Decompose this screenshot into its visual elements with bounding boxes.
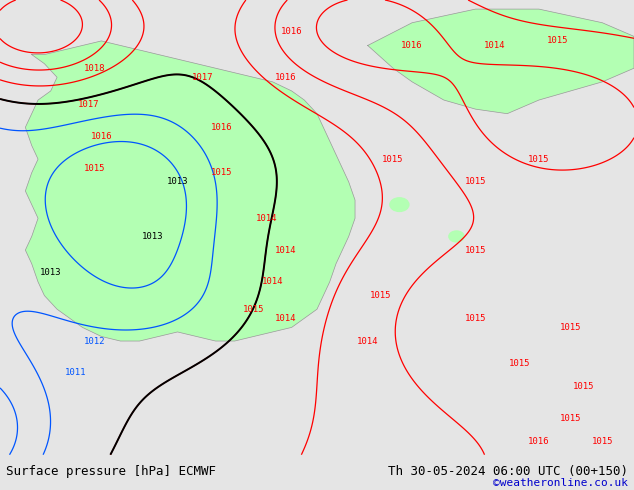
Text: 1018: 1018 [84,64,106,73]
Text: 1017: 1017 [78,100,100,109]
Text: Th 30-05-2024 06:00 UTC (00+150): Th 30-05-2024 06:00 UTC (00+150) [387,466,628,478]
Text: 1011: 1011 [65,368,87,377]
Circle shape [390,198,409,212]
Text: 1014: 1014 [275,245,296,255]
Text: 1015: 1015 [547,36,569,46]
Text: 1015: 1015 [509,359,531,368]
Text: 1015: 1015 [84,164,106,173]
Text: 1015: 1015 [465,177,486,186]
Text: 1015: 1015 [382,155,404,164]
Text: 1015: 1015 [370,291,391,300]
Text: 1014: 1014 [275,314,296,323]
Text: 1015: 1015 [592,437,613,445]
Text: 1014: 1014 [357,337,378,345]
Text: 1014: 1014 [262,277,283,287]
Circle shape [449,231,464,242]
Text: 1015: 1015 [560,323,581,332]
Text: 1013: 1013 [40,269,61,277]
Text: 1015: 1015 [243,305,264,314]
Text: 1013: 1013 [141,232,163,241]
PathPatch shape [25,41,355,341]
Text: 1015: 1015 [573,382,594,391]
Text: 1015: 1015 [465,245,486,255]
Text: 1017: 1017 [192,73,214,82]
Text: 1016: 1016 [211,123,233,132]
Text: 1014: 1014 [484,41,505,50]
Text: 1014: 1014 [256,214,277,223]
Text: 1016: 1016 [91,132,112,141]
Text: 1016: 1016 [275,73,296,82]
Text: 1015: 1015 [560,414,581,423]
Text: 1015: 1015 [528,155,550,164]
Text: 1016: 1016 [281,27,302,36]
PathPatch shape [368,9,634,114]
Text: 1016: 1016 [528,437,550,445]
Text: 1015: 1015 [211,168,233,177]
Text: 1013: 1013 [167,177,188,186]
Text: ©weatheronline.co.uk: ©weatheronline.co.uk [493,478,628,488]
Text: 1012: 1012 [84,337,106,345]
Text: Surface pressure [hPa] ECMWF: Surface pressure [hPa] ECMWF [6,466,216,478]
Text: 1015: 1015 [465,314,486,323]
Text: 1016: 1016 [401,41,423,50]
